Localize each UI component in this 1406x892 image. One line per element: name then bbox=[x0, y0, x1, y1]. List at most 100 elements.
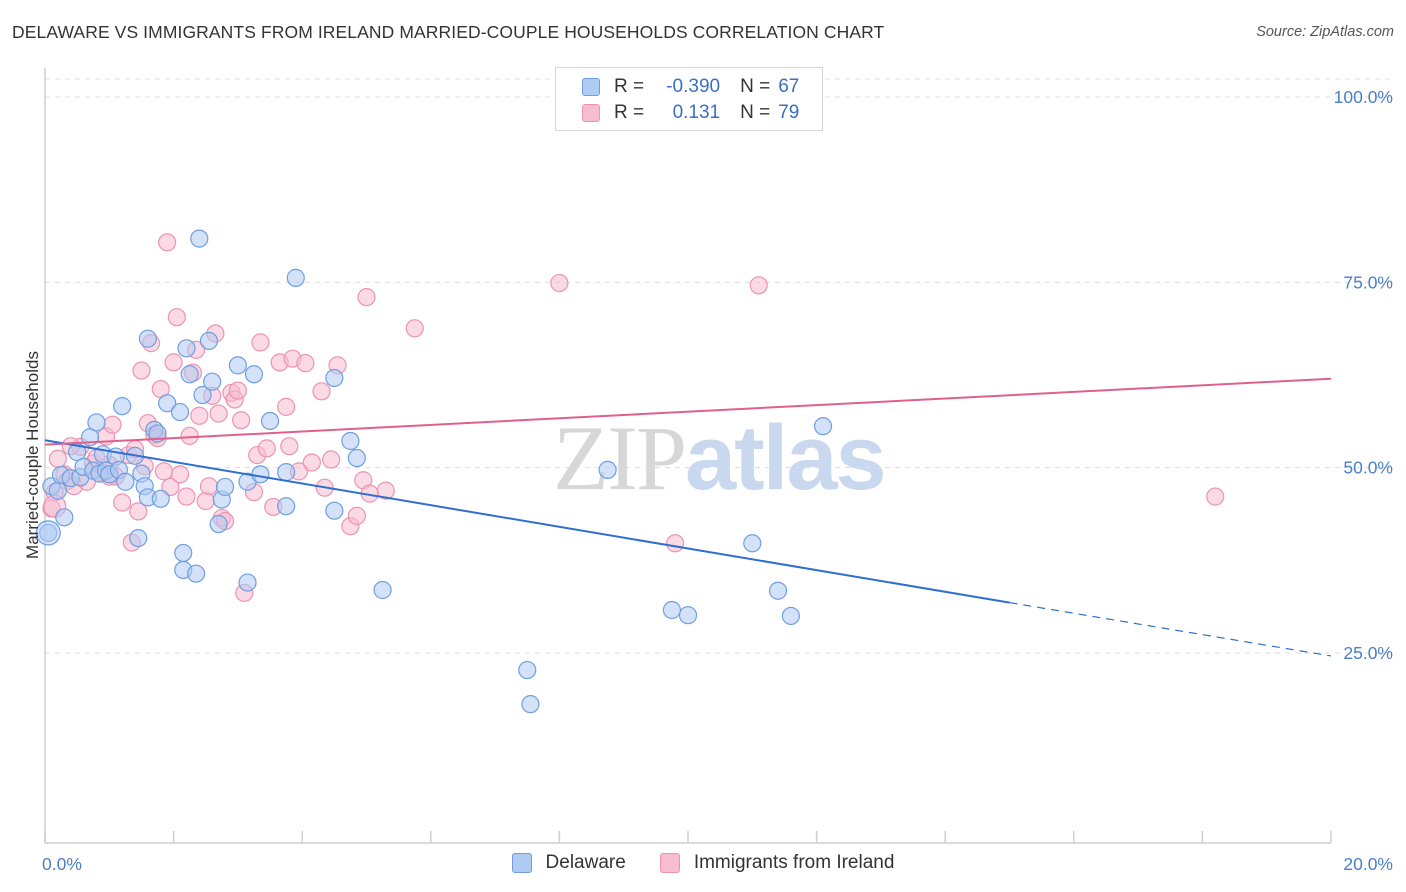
delaware-point bbox=[129, 528, 148, 548]
ireland-swatch bbox=[582, 104, 600, 122]
chart-title: DELAWARE VS IMMIGRANTS FROM IRELAND MARR… bbox=[12, 22, 885, 42]
ireland-point bbox=[322, 450, 341, 469]
delaware-point bbox=[813, 417, 833, 436]
ireland-point bbox=[129, 502, 148, 521]
delaware-point bbox=[277, 463, 296, 482]
legend-item-delaware: Delaware bbox=[511, 852, 626, 874]
n-label: N = bbox=[740, 102, 771, 123]
delaware-point bbox=[373, 580, 392, 600]
ireland-point bbox=[357, 288, 376, 307]
n-value-delaware: 67 bbox=[778, 76, 800, 97]
x-tick-label: 20.0% bbox=[1343, 854, 1393, 874]
source-credit: Source: ZipAtlas.com bbox=[1256, 24, 1394, 40]
delaware-point bbox=[518, 660, 537, 680]
delaware-point bbox=[662, 600, 682, 620]
watermark: ZIPatlas bbox=[553, 405, 887, 511]
delaware-point bbox=[187, 564, 206, 583]
ireland-point bbox=[376, 481, 395, 500]
ireland-point bbox=[48, 449, 67, 468]
delaware-point bbox=[35, 520, 61, 546]
delaware-point bbox=[55, 508, 74, 527]
delaware-point bbox=[177, 339, 196, 358]
delaware-point bbox=[87, 413, 106, 432]
delaware-point bbox=[203, 372, 222, 391]
delaware-point bbox=[521, 695, 540, 714]
ireland-point bbox=[209, 404, 228, 423]
ireland-point bbox=[1206, 487, 1225, 506]
stats-legend: R = -0.390 N = 67 R = 0.131 N = 79 bbox=[555, 67, 823, 131]
ireland-point bbox=[550, 273, 569, 293]
ireland-point bbox=[196, 491, 215, 511]
delaware-point bbox=[209, 514, 228, 534]
watermark-zip: ZIP bbox=[553, 407, 687, 509]
delaware-point bbox=[598, 460, 617, 479]
ireland-point bbox=[277, 397, 296, 416]
delaware-point bbox=[151, 489, 170, 508]
ireland-point bbox=[158, 233, 177, 252]
ireland-point bbox=[167, 308, 186, 327]
delaware-point bbox=[113, 397, 132, 416]
ireland-point bbox=[190, 406, 209, 425]
watermark-atlas: atlas bbox=[685, 407, 887, 509]
ireland-point bbox=[113, 493, 132, 512]
delaware-point bbox=[48, 481, 67, 500]
ireland-trend-line bbox=[44, 377, 1332, 446]
ireland-point bbox=[132, 361, 151, 380]
delaware-point bbox=[180, 365, 199, 384]
series-legend: Delaware Immigrants from Ireland bbox=[0, 852, 1406, 874]
ireland-point bbox=[312, 382, 331, 401]
n-label: N = bbox=[740, 76, 771, 97]
tick-labels: 100.0% 75.0% 50.0% 25.0% 0.0% 20.0% bbox=[42, 87, 1393, 874]
legend-item-ireland: Immigrants from Ireland bbox=[659, 852, 895, 874]
delaware-swatch bbox=[511, 853, 532, 873]
delaware-point bbox=[170, 402, 190, 422]
delaware-point bbox=[678, 606, 698, 625]
ireland-swatch bbox=[659, 853, 680, 873]
ireland-point bbox=[154, 462, 174, 481]
ireland-point bbox=[161, 477, 180, 497]
ireland-point bbox=[302, 453, 321, 472]
ireland-point bbox=[749, 276, 768, 295]
y-axis-title: Married-couple Households bbox=[23, 351, 42, 559]
delaware-points bbox=[35, 229, 833, 714]
ireland-point bbox=[164, 353, 183, 372]
ireland-point bbox=[666, 534, 685, 553]
ireland-point bbox=[257, 439, 276, 458]
trend-lines bbox=[44, 377, 1332, 657]
delaware-point bbox=[251, 465, 270, 484]
delaware-point bbox=[199, 331, 219, 350]
delaware-point bbox=[768, 581, 788, 600]
delaware-point bbox=[781, 606, 800, 626]
ireland-points bbox=[42, 233, 1225, 603]
r-label: R = bbox=[614, 102, 645, 123]
gridlines bbox=[45, 78, 1392, 654]
legend-label-ireland: Immigrants from Ireland bbox=[693, 852, 895, 873]
ireland-point bbox=[170, 465, 190, 484]
ireland-point bbox=[177, 487, 196, 506]
axes bbox=[44, 68, 1332, 844]
delaware-point bbox=[286, 268, 305, 287]
ireland-point bbox=[347, 506, 366, 525]
delaware-point bbox=[244, 365, 264, 384]
delaware-point bbox=[743, 534, 762, 553]
ireland-point bbox=[232, 411, 251, 430]
delaware-swatch bbox=[582, 78, 600, 96]
legend-row-delaware: R = -0.390 N = 67 bbox=[582, 75, 799, 99]
y-tick-label: 50.0% bbox=[1343, 458, 1393, 478]
ireland-point bbox=[296, 354, 315, 373]
delaware-point bbox=[260, 411, 280, 431]
delaware-point bbox=[190, 229, 209, 248]
delaware-point bbox=[116, 472, 135, 491]
ireland-point bbox=[405, 319, 424, 338]
r-value-ireland: 0.131 bbox=[672, 102, 721, 123]
ireland-point bbox=[251, 333, 270, 352]
delaware-point bbox=[158, 394, 177, 413]
ireland-point bbox=[280, 437, 299, 456]
r-value-delaware: -0.390 bbox=[666, 76, 721, 97]
y-tick-label: 25.0% bbox=[1343, 643, 1393, 663]
delaware-point bbox=[325, 368, 344, 388]
delaware-point bbox=[325, 501, 344, 520]
delaware-point bbox=[138, 329, 157, 348]
delaware-trend-line bbox=[44, 439, 1010, 604]
